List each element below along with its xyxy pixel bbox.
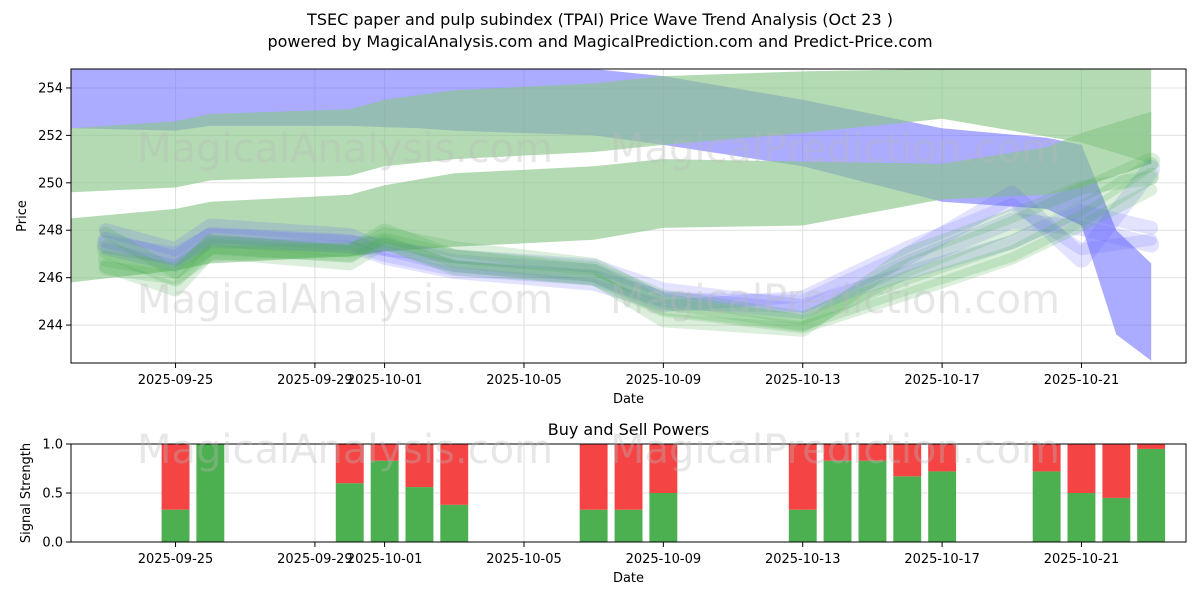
buy-power-bar (823, 460, 852, 542)
signal-bars (161, 444, 1166, 542)
buy-power-bar (579, 509, 608, 542)
price-wave-line-6 (97, 167, 1160, 331)
price-x-tick-label: 2025-10-17 (904, 373, 980, 388)
buy-power-bar (370, 460, 399, 542)
watermark-text: MagicalAnalysis.com (137, 427, 553, 473)
price-x-tick-label: 2025-10-01 (347, 373, 423, 388)
price-wave-line-2 (97, 212, 1160, 319)
chart-title: TSEC paper and pulp subindex (TPAI) Pric… (306, 10, 893, 29)
signal-x-tick-label: 2025-10-01 (347, 552, 423, 567)
sell-power-bar (823, 444, 852, 461)
sell-power-bar (1102, 444, 1131, 498)
price-wave-lines (96, 152, 1161, 337)
sell-power-bar (893, 444, 922, 477)
signal-y-tick-label: 0.0 (42, 536, 63, 551)
sell-power-bar (440, 444, 469, 505)
price-wave-line-4 (96, 159, 1161, 313)
sell-power-bar (614, 444, 643, 510)
price-band-3 (71, 111, 1152, 283)
signal-x-tick-label: 2025-10-05 (486, 552, 562, 567)
price-y-tick-label: 248 (38, 224, 63, 239)
buy-power-bar (405, 487, 434, 542)
price-wave-line-8 (96, 152, 1161, 332)
sell-power-bar (335, 444, 364, 484)
price-y-tick-label: 244 (38, 319, 63, 334)
buy-power-bar (1102, 497, 1131, 542)
buy-power-bar (858, 460, 887, 542)
signal-y-axis: 0.0 0.5 1.0 (42, 438, 71, 551)
watermark-text: MagicalPrediction.com (610, 277, 1060, 323)
sell-power-bar (649, 444, 678, 493)
price-y-tick-label: 254 (38, 81, 63, 96)
signal-x-tick-label: 2025-10-13 (765, 552, 841, 567)
buy-power-bar (614, 509, 643, 542)
signal-x-tick-label: 2025-10-21 (1044, 552, 1120, 567)
signal-x-tick-label: 2025-10-09 (626, 552, 702, 567)
sell-power-bar (1137, 444, 1166, 449)
signal-y-tick-label: 0.5 (42, 487, 63, 502)
watermark-layer: MagicalAnalysis.com MagicalPrediction.com… (137, 126, 1060, 473)
price-x-axis-title: Date (613, 392, 644, 407)
watermark-text: MagicalAnalysis.com (137, 126, 553, 172)
buy-power-bar (1137, 448, 1166, 542)
price-y-axis-title: Price (15, 200, 30, 232)
watermark-text: MagicalPrediction.com (610, 427, 1060, 473)
price-y-axis: 244 246 248 250 252 254 (38, 81, 71, 334)
buy-power-bar (649, 493, 678, 542)
watermark-text: MagicalAnalysis.com (137, 277, 553, 323)
sell-power-bar (858, 444, 887, 461)
price-wave-line-7 (99, 183, 1158, 334)
price-x-tick-label: 2025-10-05 (486, 373, 562, 388)
price-wave-line-3 (99, 198, 1158, 313)
price-x-tick-label: 2025-10-21 (1044, 373, 1120, 388)
buy-power-bar (788, 509, 817, 542)
watermark-text: MagicalPrediction.com (610, 126, 1060, 172)
buy-power-bar (893, 476, 922, 542)
buy-power-bar (1032, 471, 1061, 542)
price-x-tick-label: 2025-10-13 (765, 373, 841, 388)
price-bands (71, 69, 1152, 361)
signal-chart-panel: Buy and Sell Powers 2025-09-25 2025-09-29… (19, 420, 1187, 586)
sell-power-bar (161, 444, 190, 510)
price-y-tick-label: 252 (38, 129, 63, 144)
signal-x-tick-label: 2025-09-29 (277, 552, 353, 567)
price-x-tick-label: 2025-09-29 (277, 373, 353, 388)
price-y-tick-label: 246 (38, 271, 63, 286)
price-plot-frame (70, 68, 1187, 364)
signal-x-axis-title: Date (613, 571, 644, 586)
signal-y-axis-title: Signal Strength (19, 443, 34, 543)
signal-x-tick-label: 2025-09-25 (138, 552, 214, 567)
price-wave-line-5 (98, 156, 1159, 325)
price-y-tick-label: 250 (38, 176, 63, 191)
sell-power-bar (579, 444, 608, 510)
signal-chart-title: Buy and Sell Powers (548, 420, 710, 439)
sell-power-bar (1067, 444, 1096, 493)
buy-power-bar (196, 444, 225, 542)
price-band-1 (71, 69, 1152, 361)
price-band-2 (71, 69, 1152, 193)
buy-power-bar (335, 483, 364, 542)
buy-power-bar (1067, 493, 1096, 542)
signal-x-tick-label: 2025-10-17 (904, 552, 980, 567)
sell-power-bar (405, 444, 434, 488)
price-wave-line-1 (98, 204, 1159, 314)
sell-power-bar (1032, 444, 1061, 472)
sell-power-bar (370, 444, 399, 461)
buy-power-bar (161, 509, 190, 542)
buy-power-bar (928, 471, 957, 542)
price-x-tick-label: 2025-09-25 (138, 373, 214, 388)
price-x-tick-label: 2025-10-09 (626, 373, 702, 388)
signal-y-tick-label: 1.0 (42, 438, 63, 453)
price-wave-line-9 (98, 171, 1159, 337)
sell-power-bar (928, 444, 957, 472)
buy-power-bar (440, 504, 469, 542)
chart-subtitle: powered by MagicalAnalysis.com and Magic… (267, 32, 932, 51)
sell-power-bar (788, 444, 817, 510)
